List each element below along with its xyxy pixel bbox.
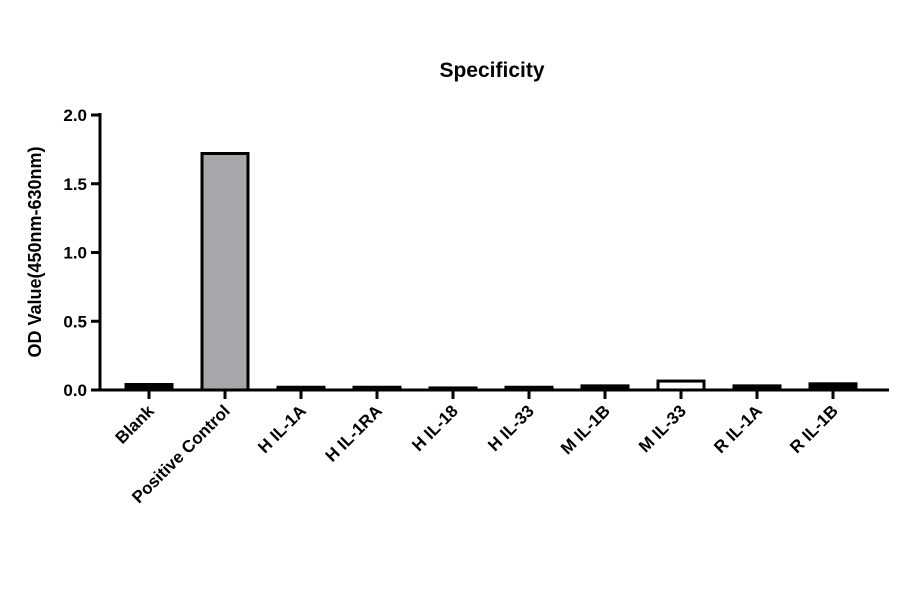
chart-title: Specificity: [439, 59, 544, 82]
y-axis-label: OD Value(450nm-630nm): [25, 146, 45, 357]
x-tick-label: H IL-18: [408, 401, 462, 455]
bar: [580, 384, 630, 392]
y-tick-label: 0.5: [63, 312, 87, 331]
bar: [504, 385, 554, 392]
x-tick-label: H IL-1A: [254, 401, 310, 457]
bar: [200, 152, 250, 392]
x-tick-label: R IL-1A: [710, 401, 766, 457]
bar: [428, 386, 478, 392]
x-tick-label: H IL-1RA: [322, 401, 386, 465]
bar: [352, 385, 402, 392]
y-tick-label: 1.0: [63, 244, 87, 263]
y-tick-label: 1.5: [63, 175, 87, 194]
x-tick-label: M IL-1B: [557, 401, 614, 458]
y-tick-label: 0.0: [63, 381, 87, 400]
bar: [124, 383, 174, 392]
bar: [732, 384, 782, 392]
bar: [276, 385, 326, 392]
x-tick-label: R IL-1B: [786, 401, 842, 457]
y-tick-label: 2.0: [63, 106, 87, 125]
x-tick-label: Blank: [112, 401, 159, 448]
bar: [808, 382, 858, 392]
bar: [656, 379, 706, 392]
x-tick-label: H IL-33: [484, 401, 538, 455]
x-tick-label: M IL-33: [635, 401, 690, 456]
